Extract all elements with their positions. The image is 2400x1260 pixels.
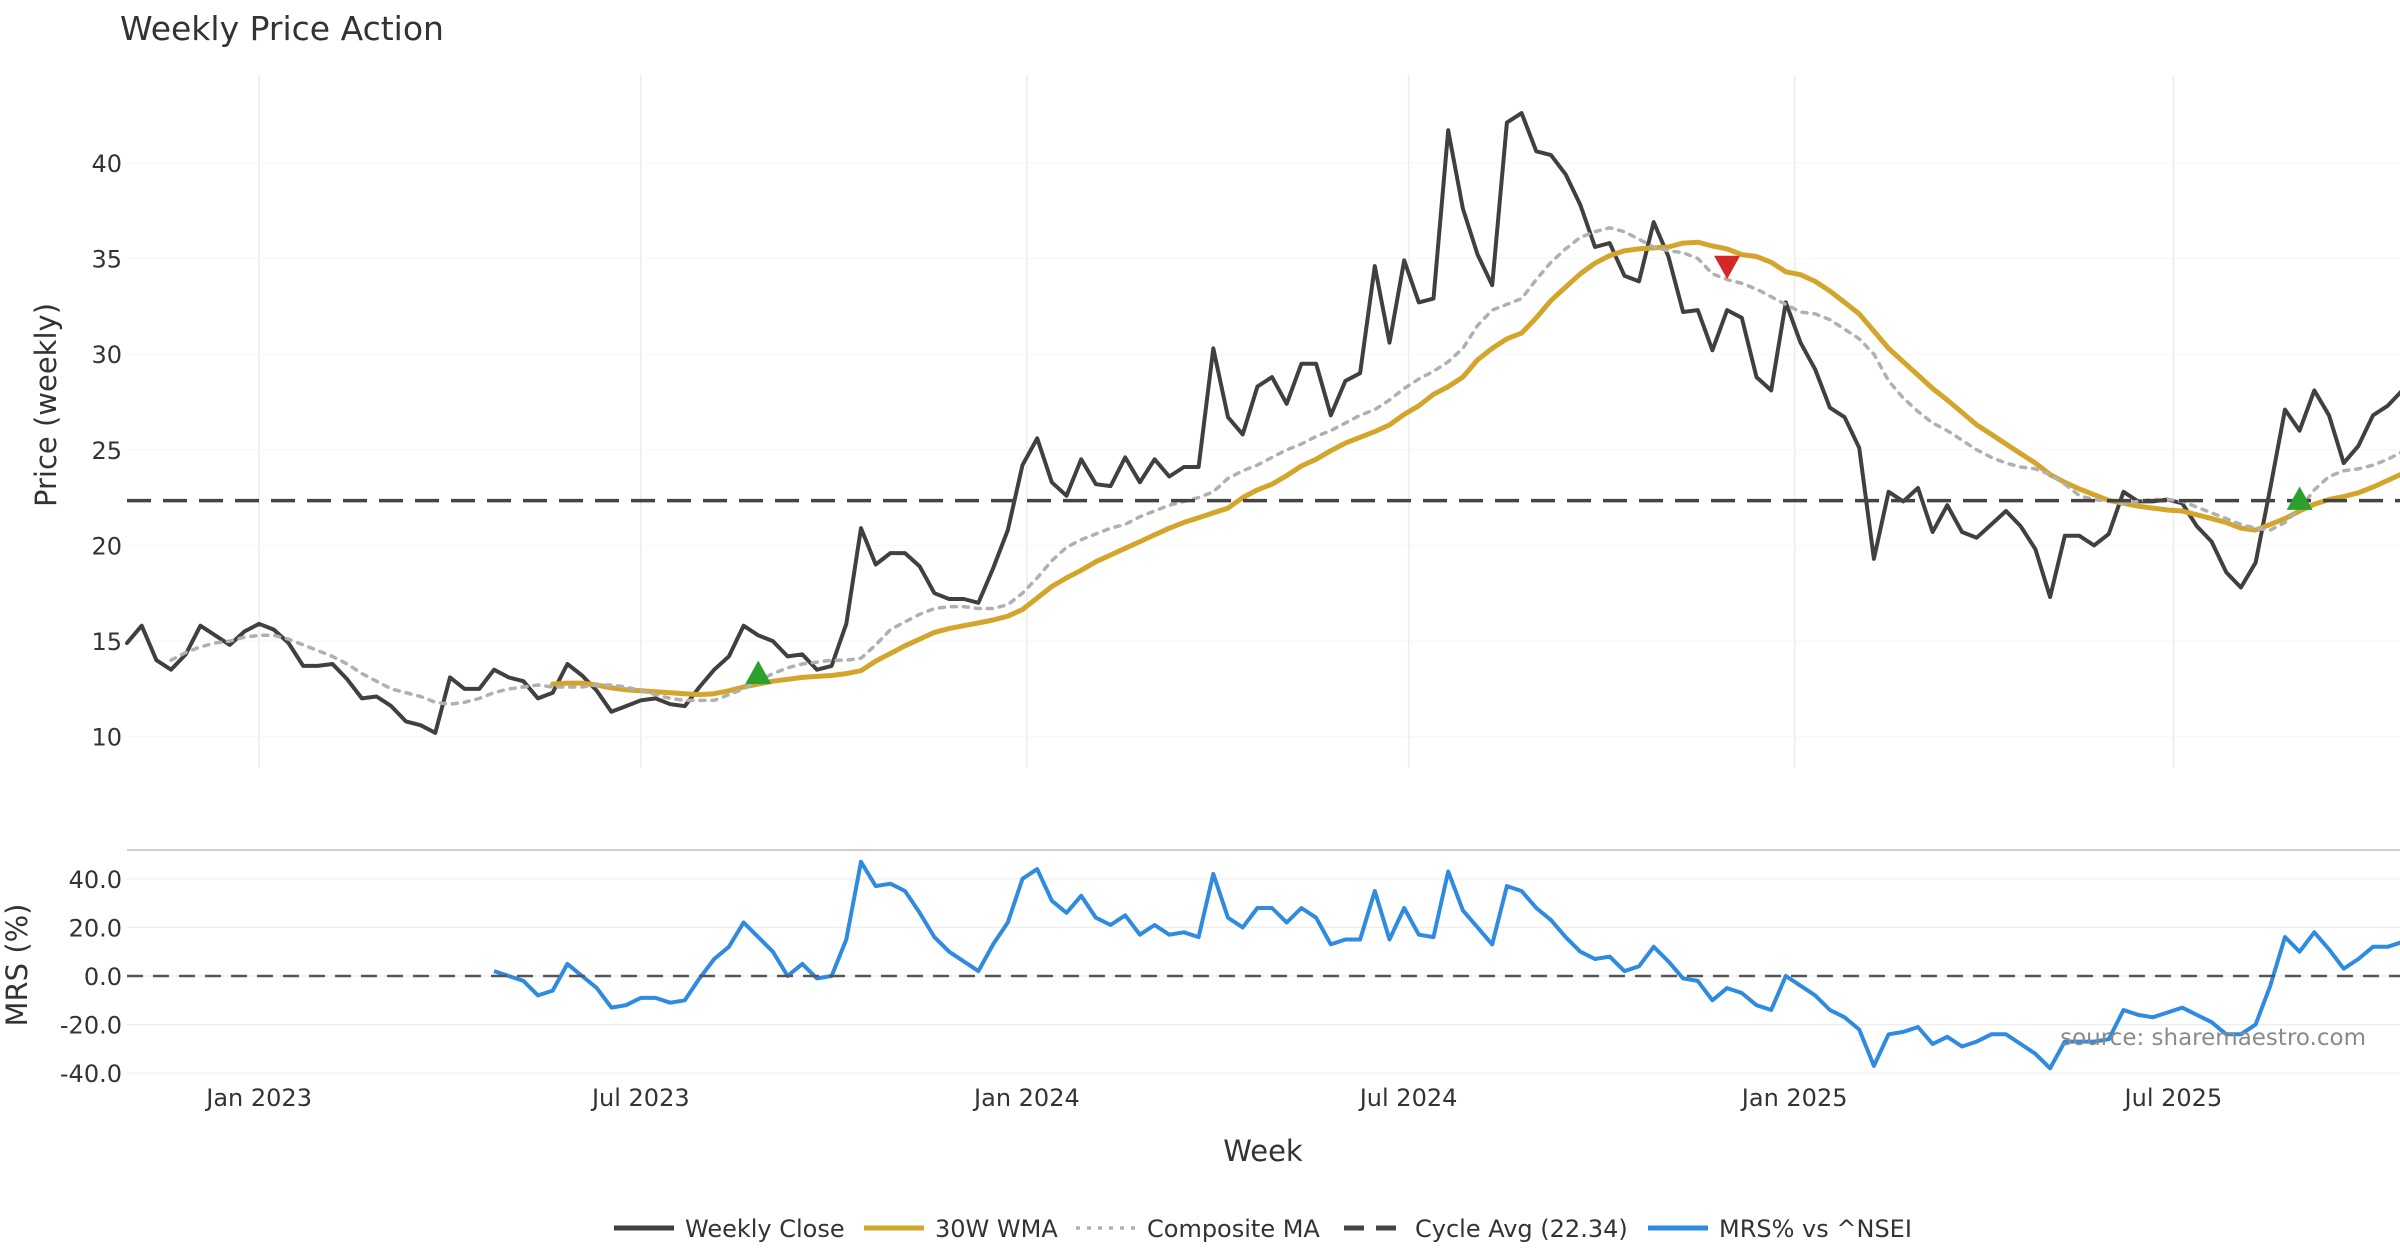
price-y-tick-label: 35 [91,245,122,273]
legend-label: Weekly Close [685,1215,845,1243]
legend-item: 30W WMA [864,1215,1058,1243]
legend-label: Composite MA [1147,1215,1320,1243]
price-series-group [125,111,2400,735]
price-y-tick-label: 25 [91,437,122,465]
price-y-tick-label: 40 [91,150,122,178]
chart-legend: Weekly Close 30W WMA Composite MA Cycle Avg… [614,1215,1912,1243]
x-tick-label: Jan 2024 [972,1084,1080,1112]
legend-item: Cycle Avg (22.34) [1344,1215,1628,1243]
weekly-close-line [125,111,2400,735]
buy-signal-marker [2286,486,2313,510]
source-annotation: source: sharemaestro.com [2060,1025,2366,1051]
composite-ma-line [169,226,2400,706]
mrs-y-axis-label: MRS (%) [0,904,34,1027]
mrs-series-group [127,859,2400,1071]
x-tick-label: Jul 2024 [1358,1084,1458,1112]
mrs-y-tick-label: 20.0 [69,914,122,942]
x-tick-label: Jul 2025 [2123,1084,2223,1112]
x-ticks: Jan 2023 Jul 2023 Jan 2024 Jul 2024 Jan 2025… [204,1084,2222,1112]
buy-signal-marker [745,660,772,684]
mrs-y-tick-label: 40.0 [69,866,122,894]
x-tick-label: Jul 2023 [590,1084,690,1112]
price-y-tick-label: 15 [91,628,122,656]
x-tick-label: Jan 2025 [1740,1084,1848,1112]
mrs-y-tick-label: 0.0 [84,963,122,991]
legend-label: 30W WMA [935,1215,1058,1243]
x-tick-label: Jan 2023 [204,1084,312,1112]
legend-item: MRS% vs ^NSEI [1648,1215,1912,1243]
sell-signal-marker [1714,255,1741,280]
legend-label: Cycle Avg (22.34) [1415,1215,1628,1243]
mrs-grid [127,849,2400,1074]
x-axis-label: Week [1223,1134,1303,1168]
chart-title: Weekly Price Action [120,9,444,48]
price-y-tick-label: 10 [91,724,122,752]
price-grid [127,75,2400,768]
price-y-axis-label: Price (weekly) [29,303,63,507]
legend-label: MRS% vs ^NSEI [1719,1215,1912,1243]
price-y-tick-label: 30 [91,341,122,369]
legend-item: Weekly Close [614,1215,845,1243]
mrs-y-tick-label: -40.0 [60,1060,122,1088]
mrs-y-ticks: -40.0 -20.0 0.0 20.0 40.0 [60,866,122,1088]
30w-wma-line [550,239,2400,698]
price-y-tick-label: 20 [91,532,122,560]
signal-markers [745,255,2313,684]
price-y-ticks: 10 15 20 25 30 35 40 [91,150,122,752]
mrs-y-tick-label: -20.0 [60,1012,122,1040]
legend-item: Composite MA [1076,1215,1320,1243]
